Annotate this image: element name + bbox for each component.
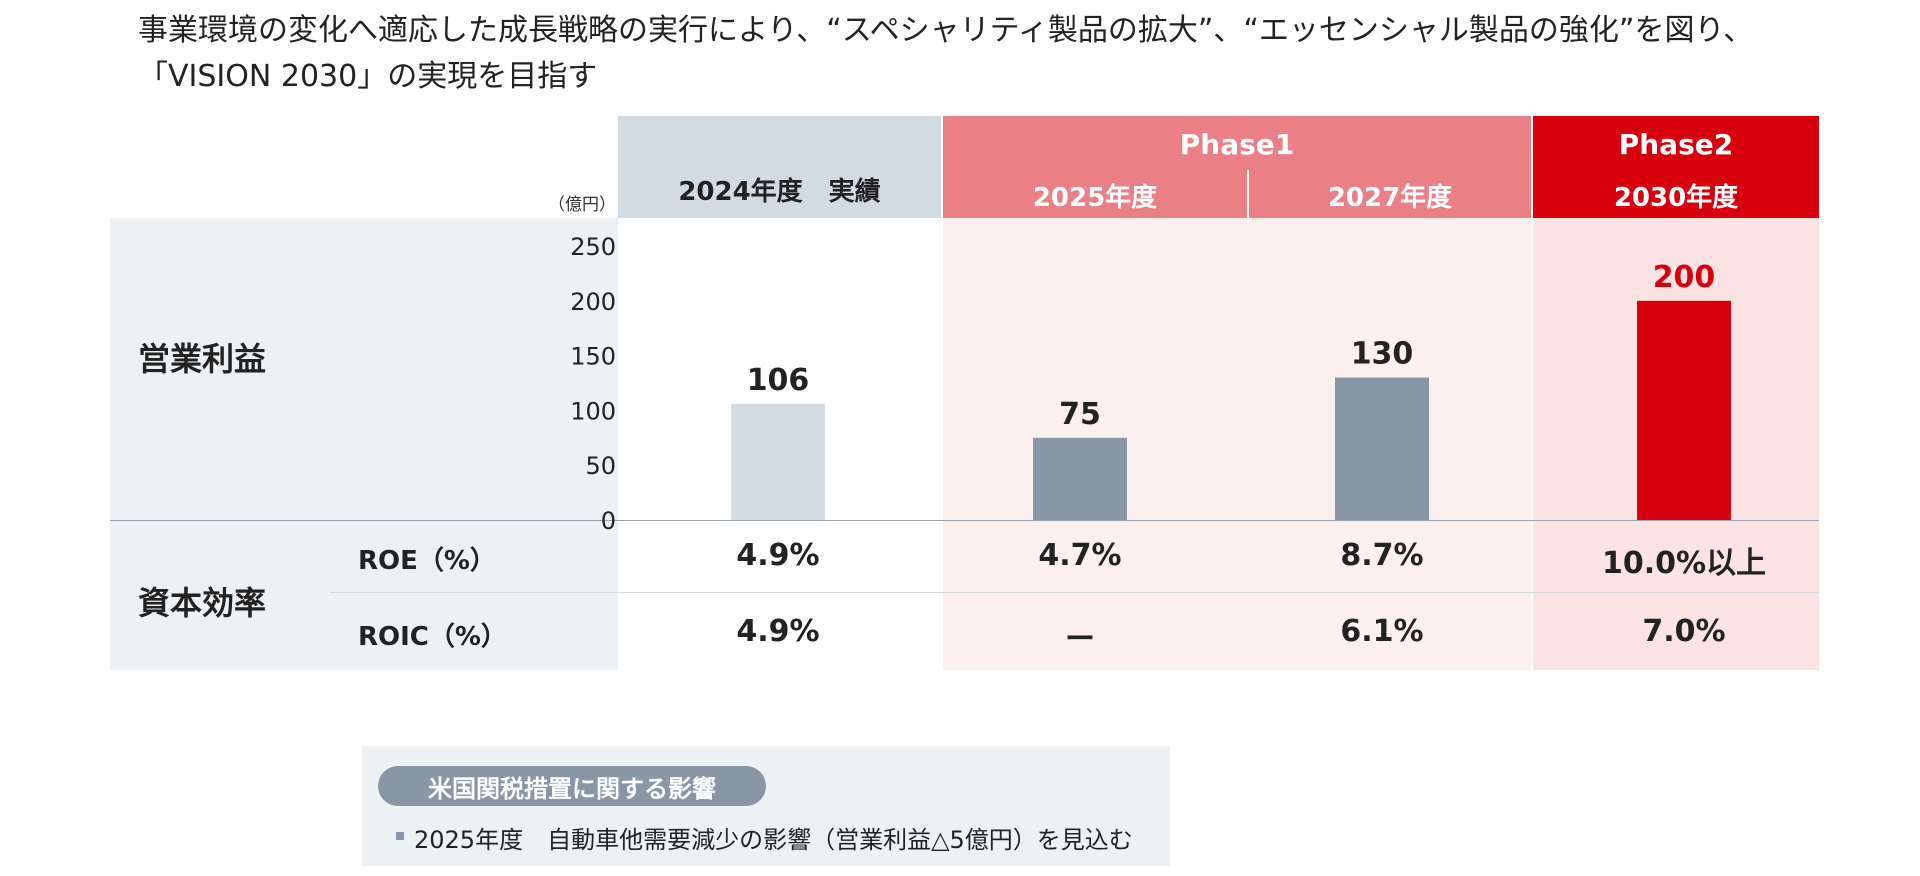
header-actual-2024-label: 2024年度 実績 — [678, 177, 881, 207]
y-tick-label-0: 0 — [601, 507, 616, 535]
header-2025: 2025年度 — [1032, 182, 1158, 213]
y-tick-label-150: 150 — [570, 343, 616, 371]
header-2027: 2027年度 — [1327, 182, 1453, 213]
y-tick-label-200: 200 — [570, 288, 616, 316]
metrics-row-divider — [330, 592, 1819, 593]
y-tick-label-50: 50 — [585, 452, 616, 480]
tariff-note-title: 米国関税措置に関する影響 — [378, 766, 766, 806]
row-label-roe: ROE（%） — [358, 546, 496, 576]
headline-line2: 「VISION 2030」の実現を目指す — [138, 59, 598, 94]
label-column-bg — [110, 218, 618, 670]
bar-value-label-0: 106 — [747, 363, 810, 398]
bar-0 — [731, 403, 825, 520]
headline-line1: 事業環境の変化へ適応した成長戦略の実行により、“スペシャリティ製品の拡大”、“エ… — [138, 13, 1754, 48]
header-2030: 2030年度 — [1613, 182, 1739, 213]
unit-label: （億円） — [548, 195, 616, 215]
roe-value-3: 10.0%以上 — [1601, 546, 1767, 581]
row-label-operating-profit: 営業利益 — [138, 340, 267, 378]
roic-value-1: ー — [1065, 622, 1095, 657]
header-actual-2024: 2024年度 実績 — [618, 116, 941, 218]
tariff-note-text-content: 2025年度 自動車他需要減少の影響（営業利益△5億円）を見込む — [414, 826, 1133, 854]
row-label-capital-efficiency: 資本効率 — [138, 584, 267, 622]
roic-value-2: 6.1% — [1340, 614, 1424, 649]
bar-value-label-1: 75 — [1059, 397, 1101, 432]
chart-baseline — [110, 520, 1819, 521]
headline: 事業環境の変化へ適応した成長戦略の実行により、“スペシャリティ製品の拡大”、“エ… — [138, 8, 1858, 100]
roic-value-3: 7.0% — [1642, 614, 1726, 649]
row-label-roic: ROIC（%） — [358, 622, 507, 652]
roe-value-2: 8.7% — [1340, 538, 1424, 573]
header-phase2 — [1533, 116, 1819, 218]
y-tick-label-250: 250 — [570, 233, 616, 261]
bar-2 — [1335, 377, 1429, 520]
header-phase1-title: Phase1 — [1179, 127, 1295, 161]
y-tick-label-100: 100 — [570, 397, 616, 425]
header-phase1 — [943, 116, 1531, 218]
roe-value-1: 4.7% — [1038, 538, 1122, 573]
bar-value-label-2: 130 — [1351, 337, 1414, 372]
tariff-note-text: 2025年度 自動車他需要減少の影響（営業利益△5億円）を見込む — [414, 820, 1133, 855]
bar-3 — [1637, 300, 1731, 520]
bar-value-label-3: 200 — [1653, 260, 1716, 295]
roic-value-0: 4.9% — [736, 614, 820, 649]
note-bullet-icon — [396, 832, 404, 840]
header-phase2-title: Phase2 — [1618, 127, 1734, 161]
roe-value-0: 4.9% — [736, 538, 820, 573]
header-phase1-divider — [1247, 170, 1249, 218]
bar-1 — [1033, 437, 1127, 520]
